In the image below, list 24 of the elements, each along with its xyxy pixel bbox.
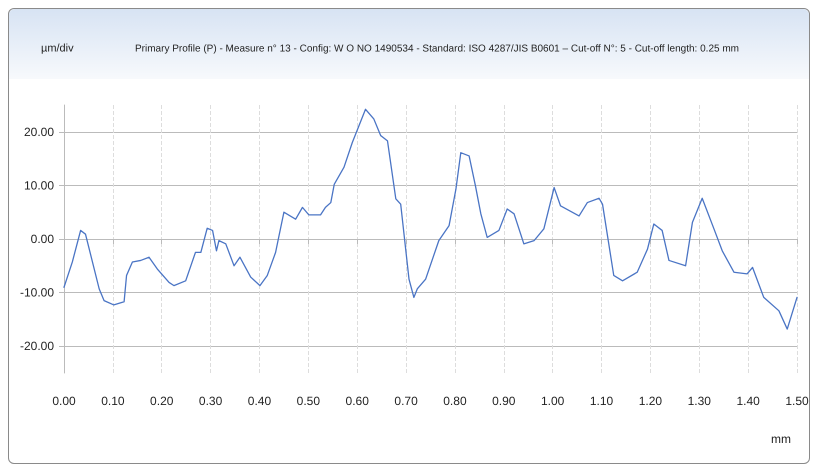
- y-tick-label: -10.00: [20, 286, 54, 300]
- x-tick-label: 1.40: [736, 394, 760, 408]
- y-tick-label: 20.00: [24, 124, 54, 139]
- x-tick-label: 0.40: [248, 394, 272, 408]
- y-tick-label: -20.00: [20, 339, 54, 354]
- x-axis-title: mm: [771, 432, 792, 446]
- x-tick-label: 0.60: [346, 394, 370, 408]
- y-tick-label: 10.00: [24, 178, 54, 192]
- x-tick-label: 1.00: [540, 394, 565, 408]
- y-axis-title: µm/div: [41, 42, 74, 54]
- x-tick-label: 1.20: [638, 394, 662, 408]
- x-tick-label: 1.30: [688, 394, 712, 408]
- chart-title: Primary Profile (P) - Measure n° 13 - Config: W O NO 1490534 - Standard: ISO 4287/JIS B0601 – Cut-off N°: 5 - Cut-off length: 0.25 mm: [135, 44, 740, 54]
- x-tick-label: 0.30: [198, 394, 223, 408]
- x-tick-label: 0.80: [443, 394, 467, 408]
- x-tick-label: 0.10: [101, 394, 125, 408]
- x-tick-label: 0.00: [52, 394, 76, 408]
- x-tick-label: 0.90: [492, 394, 516, 408]
- x-tick-label: 0.50: [296, 394, 320, 408]
- y-tick-label: 0.00: [30, 232, 54, 246]
- x-tick-label: 1.10: [590, 394, 614, 408]
- x-tick-label: 0.20: [150, 394, 174, 408]
- x-tick-label: 1.50: [785, 394, 809, 408]
- x-tick-label: 0.70: [394, 394, 418, 408]
